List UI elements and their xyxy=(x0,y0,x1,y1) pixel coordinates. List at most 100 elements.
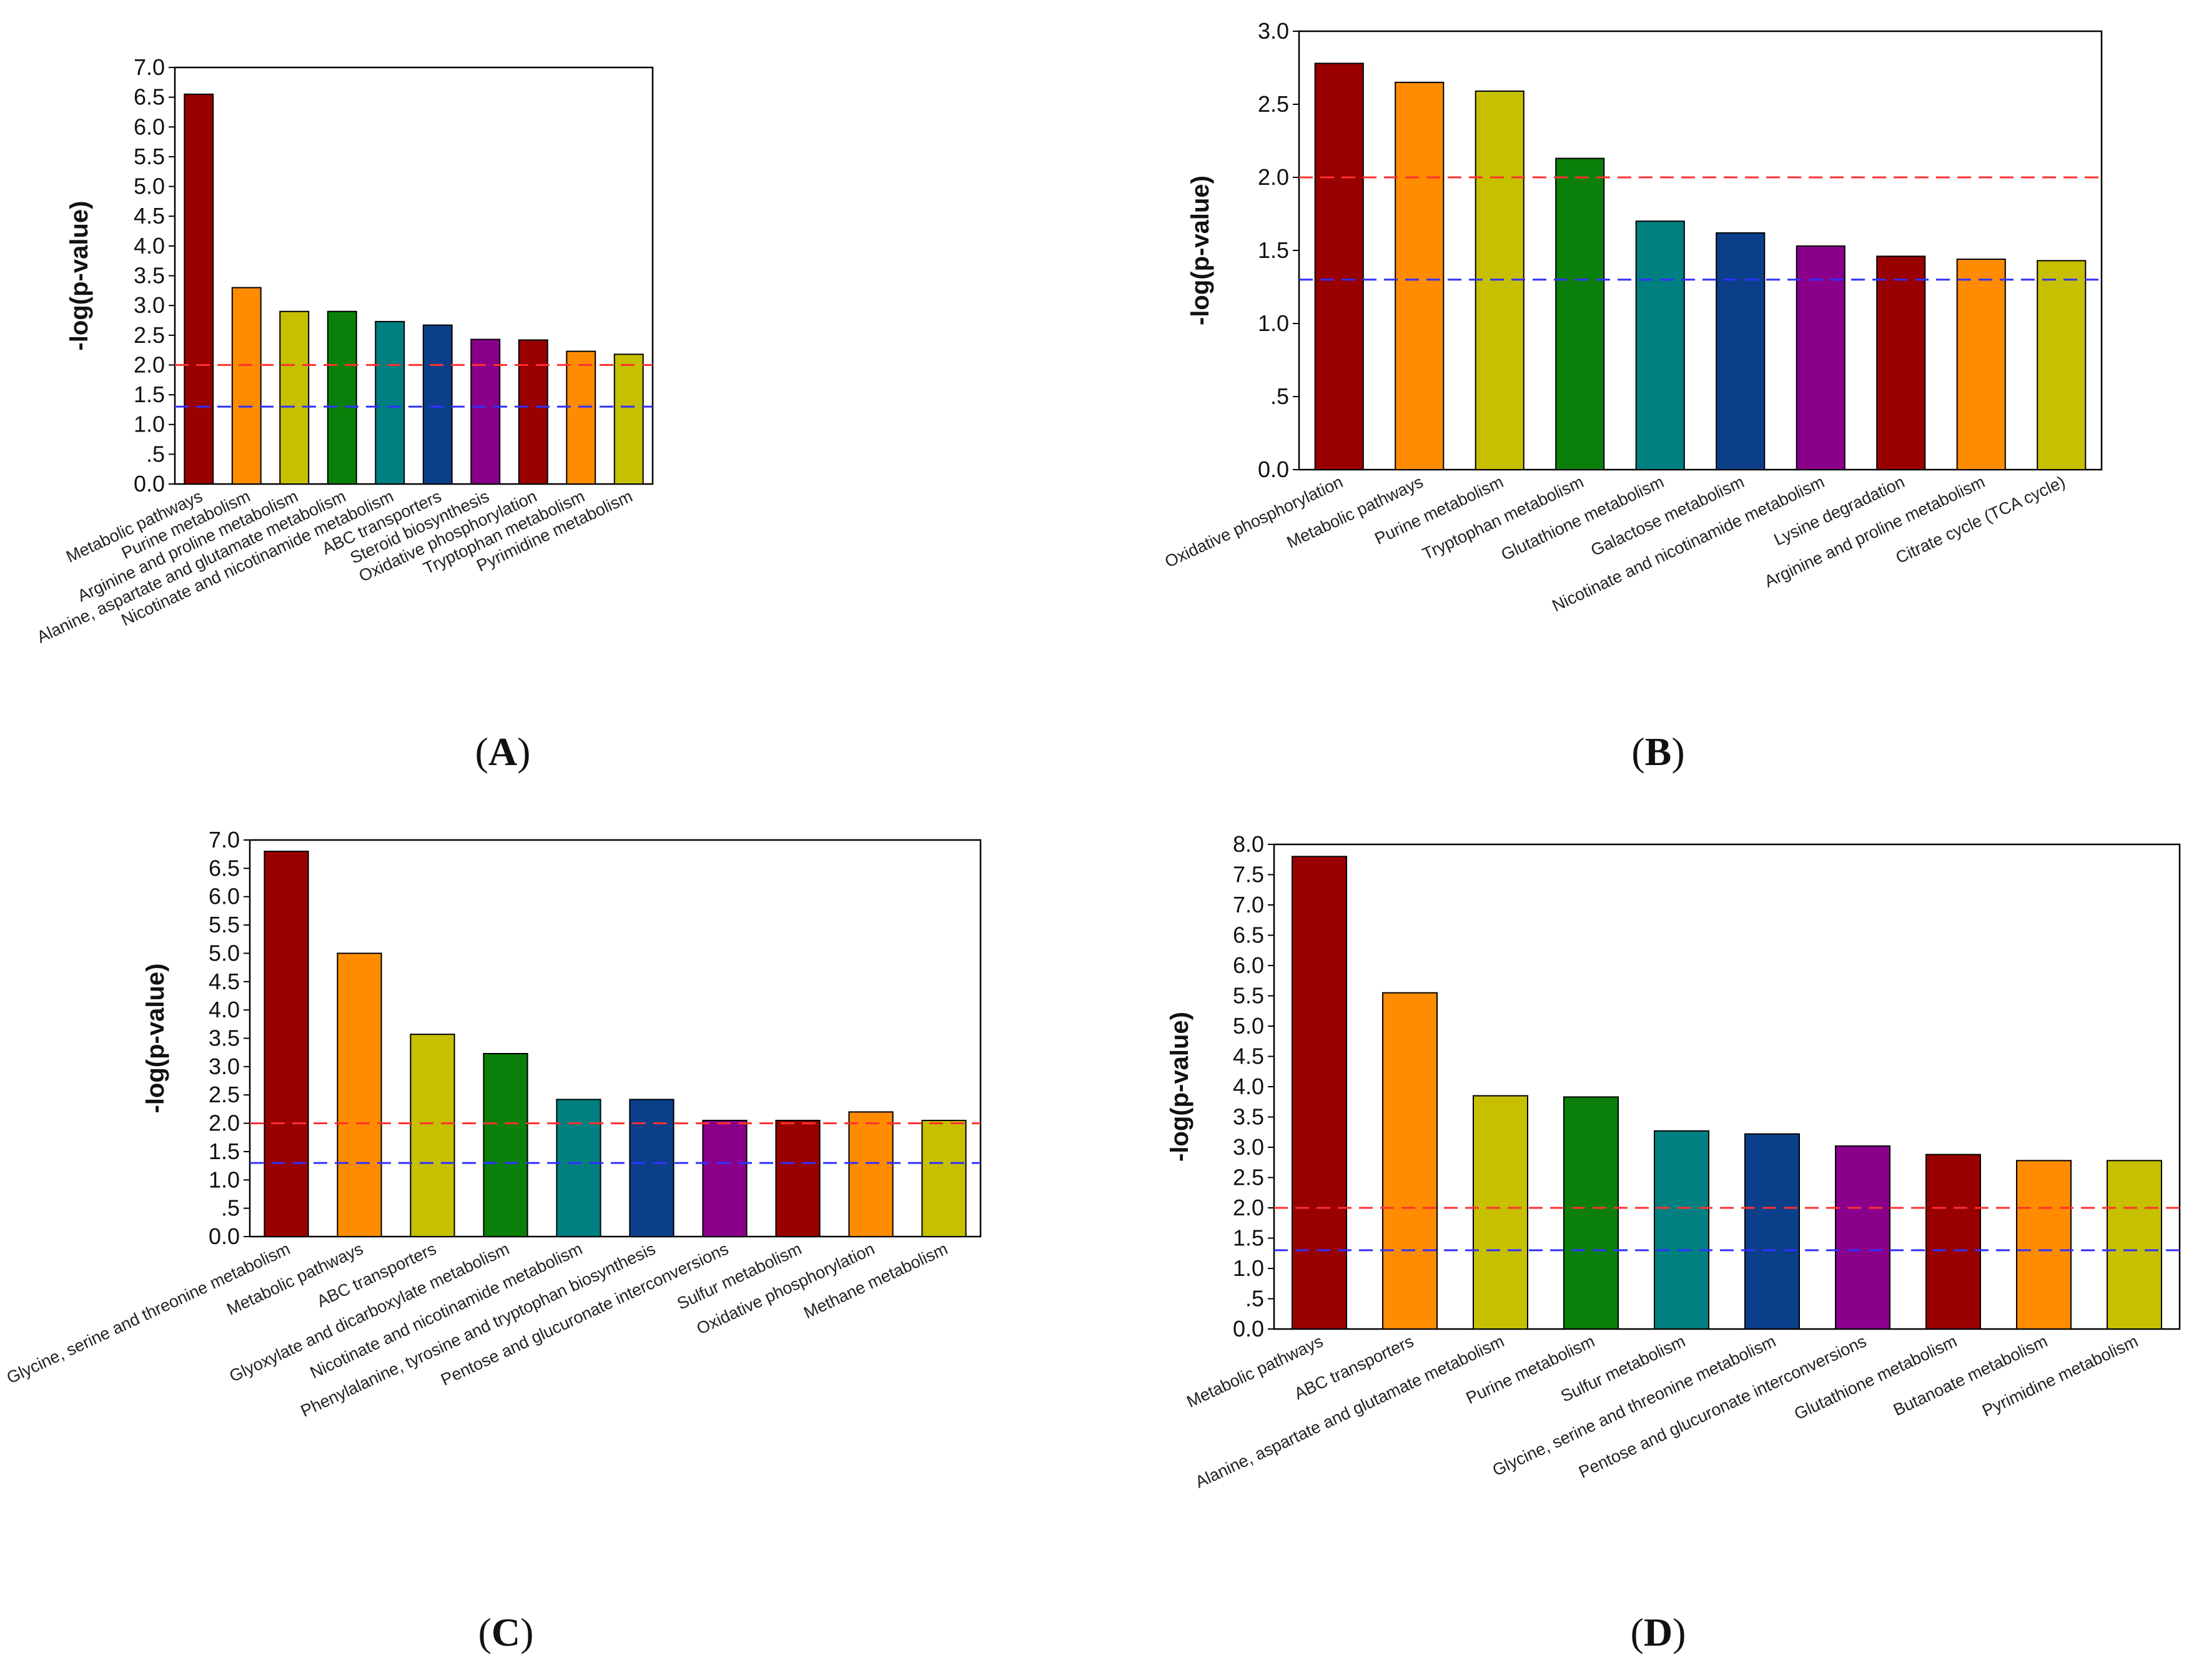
y-tick-label: 7.0 xyxy=(134,54,165,80)
y-tick-label: 4.0 xyxy=(209,997,240,1022)
y-tick-label: 2.0 xyxy=(1233,1195,1264,1220)
y-tick-label: 2.5 xyxy=(134,322,165,348)
y-tick-label: 6.5 xyxy=(134,84,165,110)
bar xyxy=(613,353,644,485)
bar xyxy=(279,310,310,485)
y-tick-label: 1.0 xyxy=(1233,1255,1264,1281)
bar xyxy=(375,320,405,485)
y-tick-label: 5.5 xyxy=(209,912,240,937)
bar xyxy=(1473,1095,1528,1330)
bar xyxy=(1563,1096,1619,1330)
y-tick-label: 3.5 xyxy=(1233,1104,1264,1130)
y-tick-label: 8.0 xyxy=(1233,831,1264,857)
y-tick-label: 6.0 xyxy=(209,884,240,909)
bar xyxy=(702,1120,748,1238)
y-tick-label: .5 xyxy=(221,1195,240,1221)
y-tick-label: 1.0 xyxy=(209,1167,240,1192)
bar xyxy=(518,339,548,485)
y-axis-title: -log(p-value) xyxy=(1166,1012,1193,1162)
bar xyxy=(1876,255,1926,470)
y-tick-label: 6.0 xyxy=(134,114,165,139)
y-tick-label: 6.0 xyxy=(1233,952,1264,978)
bar xyxy=(410,1034,455,1238)
bar xyxy=(921,1120,967,1238)
y-tick-label: 7.0 xyxy=(209,827,240,852)
bar xyxy=(337,952,382,1238)
y-tick-label: 5.5 xyxy=(1233,983,1264,1009)
y-tick-label: 0.0 xyxy=(134,471,165,497)
y-tick-label: 1.5 xyxy=(1258,237,1289,263)
y-tick-label: 4.5 xyxy=(1233,1044,1264,1069)
y-tick-label: 3.5 xyxy=(134,263,165,289)
y-tick-label: 1.5 xyxy=(134,382,165,407)
y-tick-label: 0.0 xyxy=(209,1223,240,1249)
bar xyxy=(264,851,309,1237)
bar xyxy=(2107,1160,2162,1330)
y-tick-label: 3.0 xyxy=(1258,18,1289,44)
bar xyxy=(1635,220,1685,470)
y-tick-label: 4.0 xyxy=(134,233,165,259)
y-tick-label: 2.0 xyxy=(134,352,165,377)
x-category-label: Alanine, aspartate and glutamate metabol… xyxy=(34,487,349,646)
x-category-label: Alanine, aspartate and glutamate metabol… xyxy=(1192,1332,1507,1491)
y-tick-label: 6.5 xyxy=(1233,922,1264,948)
y-tick-label: 6.5 xyxy=(209,855,240,881)
y-tick-label: .5 xyxy=(1245,1286,1264,1312)
y-tick-label: 2.5 xyxy=(1233,1165,1264,1190)
y-tick-label: 2.0 xyxy=(1258,164,1289,190)
bar xyxy=(1314,62,1364,471)
y-tick-label: 7.0 xyxy=(1233,892,1264,917)
y-tick-label: .5 xyxy=(146,441,165,467)
y-tick-label: 1.5 xyxy=(1233,1225,1264,1251)
panel-label: (A) xyxy=(475,729,531,774)
y-tick-label: 2.5 xyxy=(1258,91,1289,117)
y-axis-title: -log(p-value) xyxy=(66,201,93,351)
bar xyxy=(1796,245,1846,470)
bar xyxy=(470,338,501,485)
y-tick-label: 1.5 xyxy=(209,1139,240,1164)
y-tick-label: 0.0 xyxy=(1258,457,1289,482)
x-category-label: Metabolic pathways xyxy=(1284,472,1426,551)
bar xyxy=(566,350,596,485)
bar xyxy=(184,93,214,485)
y-tick-label: 1.0 xyxy=(134,412,165,437)
bar xyxy=(556,1099,601,1237)
bar xyxy=(1716,232,1766,470)
chart-panel-b: 0.0.51.01.52.02.53.0-log(p-value)Oxidati… xyxy=(1162,18,2103,774)
y-tick-label: 5.0 xyxy=(209,940,240,966)
bar xyxy=(848,1111,894,1238)
bar xyxy=(2016,1160,2072,1330)
y-tick-label: 2.0 xyxy=(209,1110,240,1136)
panel-label: (C) xyxy=(478,1610,534,1654)
bar xyxy=(422,324,453,485)
panel-label: (B) xyxy=(1631,729,1684,774)
y-tick-label: 5.0 xyxy=(1233,1013,1264,1039)
chart-panel-c: 0.0.5 1.0 1.5 2.0 2.5 3.0 3.5 4.0 4.5 5.0 5.5 6.0 6.… xyxy=(4,827,982,1654)
y-tick-label: 3.5 xyxy=(209,1025,240,1051)
y-axis-title: -log(p-value) xyxy=(142,964,169,1114)
bar xyxy=(1654,1130,1709,1330)
y-tick-label: 5.5 xyxy=(134,144,165,169)
bar xyxy=(775,1120,821,1238)
bar xyxy=(483,1052,528,1237)
y-tick-label: 3.0 xyxy=(1233,1134,1264,1160)
y-tick-label: 5.0 xyxy=(134,174,165,199)
bar xyxy=(1382,992,1438,1330)
bar xyxy=(327,310,357,485)
y-tick-label: 3.0 xyxy=(209,1054,240,1079)
y-tick-label: 4.0 xyxy=(1233,1074,1264,1099)
y-tick-label: 3.0 xyxy=(134,292,165,318)
bar xyxy=(629,1099,675,1237)
y-tick-label: 4.5 xyxy=(209,969,240,994)
bar xyxy=(1925,1154,1981,1330)
bar xyxy=(2037,260,2087,470)
panel-label: (D) xyxy=(1631,1610,1686,1654)
x-category-label: Glutathione metabolism xyxy=(1791,1332,1960,1423)
y-axis-title: -log(p-value) xyxy=(1187,175,1214,325)
x-category-label: Pyrimidine metabolism xyxy=(1979,1332,2141,1420)
chart-panel-a: 0.0 .5 1.0 1.5 2.0 2.5 3.0 3.5 4.0 4.5 5.0 5.5 6.0 6.… xyxy=(34,54,654,774)
y-tick-label: 2.5 xyxy=(209,1082,240,1107)
x-category-label: Butanoate metabolism xyxy=(1890,1332,2050,1420)
y-tick-label: 7.5 xyxy=(1233,862,1264,887)
